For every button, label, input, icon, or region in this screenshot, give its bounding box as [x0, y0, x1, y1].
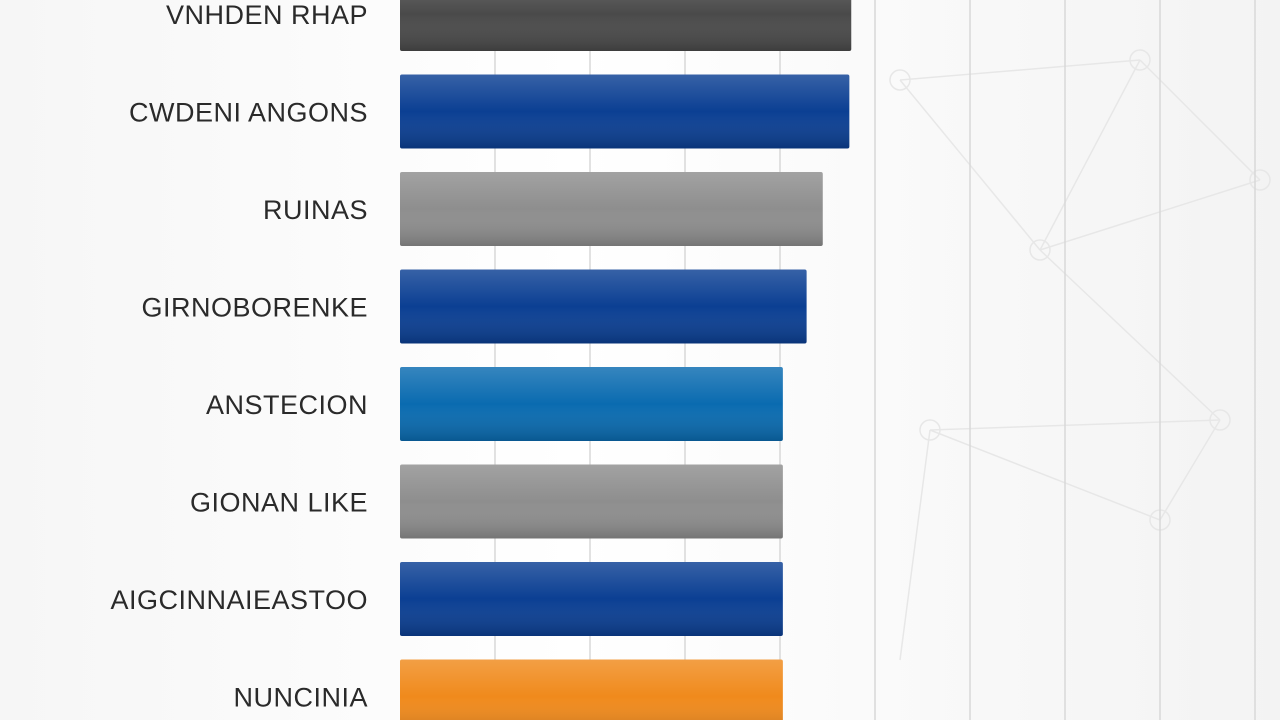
- category-label: ANSTECION: [206, 390, 368, 420]
- category-tick-labels: VNHDEN RHAP CWDENI ANGONS RUINAS GIRNOBOREN…: [110, 0, 368, 713]
- bar-group: [400, 464, 783, 539]
- bar-group: [400, 0, 852, 51]
- category-label: GIRNOBORENKE: [141, 293, 368, 323]
- bar-shading: [400, 172, 823, 246]
- bar-shading: [400, 464, 783, 539]
- background-network-decoration: [889, 49, 1271, 661]
- bar-group: [400, 74, 850, 149]
- bar-group: [400, 367, 783, 441]
- bar-shading: [400, 367, 783, 441]
- bar-group: [400, 562, 783, 636]
- bars: [400, 0, 852, 720]
- bar-shading: [400, 269, 807, 344]
- category-label: RUINAS: [263, 195, 368, 225]
- category-label: CWDENI ANGONS: [129, 98, 368, 128]
- category-label: AIGCINNAIEASTOO: [110, 585, 368, 615]
- bar-group: [400, 172, 823, 246]
- bar-shading: [400, 659, 783, 720]
- bar-group: [400, 659, 783, 720]
- category-label: VNHDEN RHAP: [166, 0, 368, 30]
- bar-shading: [400, 562, 783, 636]
- bar-group: [400, 269, 807, 344]
- bar-shading: [400, 74, 850, 149]
- category-label: GIONAN LIKE: [190, 488, 368, 518]
- category-label: NUNCINIA: [233, 683, 368, 713]
- bar-shading: [400, 0, 852, 51]
